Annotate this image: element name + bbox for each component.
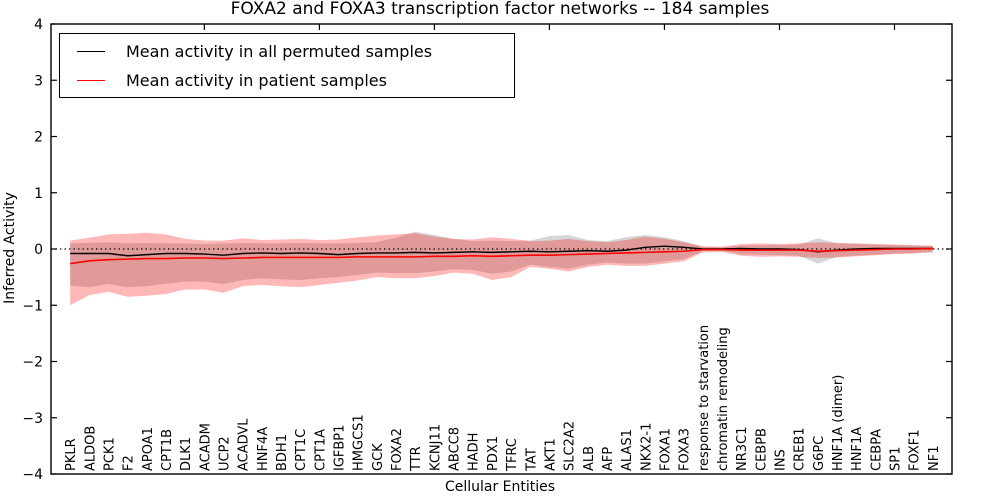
- x-category-label: PKLR: [64, 438, 79, 471]
- x-category-label: PDX1: [486, 436, 501, 471]
- x-category-label: GCK: [371, 443, 386, 471]
- x-category-label: CEBPA: [869, 429, 884, 471]
- x-category-label: FOXA3: [678, 428, 693, 471]
- x-category-label: FOXA1: [658, 428, 673, 471]
- x-category-label: HNF4A: [256, 427, 271, 471]
- x-category-label: APOA1: [141, 427, 156, 471]
- x-category-label: CREB1: [793, 427, 808, 471]
- x-category-label: AKT1: [543, 438, 558, 471]
- x-category-label: response to starvation: [697, 325, 712, 471]
- x-category-label: NF1: [927, 446, 942, 471]
- legend: Mean activity in all permuted samples Me…: [59, 33, 515, 98]
- x-category-label: F2: [122, 455, 137, 471]
- x-category-label: PCK1: [103, 437, 118, 471]
- x-category-label: TTR: [409, 446, 424, 472]
- x-category-label: ACADM: [198, 423, 213, 471]
- patient-std-band: [70, 232, 933, 306]
- y-tick-label: −2: [22, 355, 43, 371]
- x-category-label: HMGCS1: [352, 414, 367, 471]
- x-category-label: UCP2: [218, 436, 233, 471]
- x-category-label: ALB: [582, 446, 597, 471]
- x-category-label: SLC2A2: [563, 421, 578, 471]
- x-category-label: NR3C1: [735, 427, 750, 471]
- chart-title: FOXA2 and FOXA3 transcription factor net…: [230, 0, 770, 19]
- x-category-label: INS: [773, 449, 788, 471]
- y-tick-label: 4: [34, 17, 43, 33]
- x-category-label: G6PC: [812, 436, 827, 471]
- legend-label-permuted: Mean activity in all permuted samples: [126, 41, 433, 61]
- permuted-std-band: [70, 231, 933, 288]
- y-tick-label: 1: [34, 186, 43, 202]
- y-tick-label: −4: [22, 467, 43, 483]
- patient-mean-line: [70, 247, 933, 265]
- x-category-label: NKX2-1: [639, 423, 654, 471]
- x-category-label: CPT1C: [294, 429, 309, 471]
- legend-item-permuted: Mean activity in all permuted samples: [60, 37, 514, 65]
- x-category-label: chromatin remodeling: [716, 327, 731, 471]
- x-category-label: HADH: [467, 433, 482, 471]
- x-axis-label: Cellular Entities: [444, 479, 556, 495]
- x-category-label: ALAS1: [620, 429, 635, 471]
- x-category-label: FOXF1: [908, 429, 923, 471]
- y-axis-label: Inferred Activity: [2, 192, 18, 304]
- x-category-label: ABCC8: [448, 427, 463, 471]
- x-category-label: HNF1A (dimer): [831, 375, 846, 471]
- x-category-label: HNF1A: [850, 427, 865, 471]
- y-tick-label: 2: [34, 130, 43, 146]
- legend-line-sample-patient: [77, 79, 105, 81]
- x-category-label: CPT1B: [160, 429, 175, 471]
- x-category-label: ALDOB: [83, 426, 98, 471]
- legend-label-patient: Mean activity in patient samples: [126, 70, 387, 90]
- x-category-label: CPT1A: [313, 429, 328, 471]
- x-category-label: DLK1: [179, 437, 194, 471]
- x-category-label: IGFBP1: [333, 425, 348, 471]
- permuted-mean-line: [70, 245, 933, 257]
- y-tick-label: 0: [34, 242, 43, 258]
- x-category-label: KCNJ11: [428, 424, 443, 471]
- x-category-label: ACADVL: [237, 418, 252, 471]
- legend-item-patient: Mean activity in patient samples: [60, 66, 514, 94]
- y-tick-label: −3: [22, 411, 43, 427]
- y-tick-label: −1: [22, 298, 43, 314]
- x-category-label: FOXA2: [390, 428, 405, 471]
- legend-line-sample-permuted: [77, 50, 105, 52]
- x-category-label: AFP: [601, 447, 616, 471]
- x-category-label: CEBPB: [754, 428, 769, 471]
- x-category-label: BDH1: [275, 434, 290, 471]
- x-category-label: SP1: [888, 447, 903, 471]
- y-tick-label: 3: [34, 73, 43, 89]
- x-category-label: TFRC: [505, 438, 520, 472]
- x-category-label: TAT: [524, 448, 539, 472]
